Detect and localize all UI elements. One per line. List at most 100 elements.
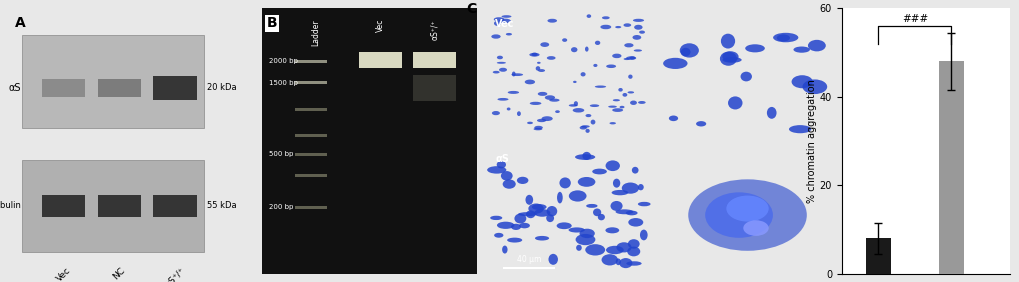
Ellipse shape <box>601 254 618 265</box>
Text: A: A <box>15 16 25 30</box>
Ellipse shape <box>743 220 768 236</box>
Ellipse shape <box>585 244 604 255</box>
Ellipse shape <box>546 206 556 216</box>
Ellipse shape <box>688 179 806 251</box>
Ellipse shape <box>618 88 623 92</box>
Text: 2000 bp: 2000 bp <box>269 58 298 65</box>
Ellipse shape <box>531 53 537 56</box>
Bar <box>359 54 401 67</box>
Ellipse shape <box>802 80 826 94</box>
Ellipse shape <box>614 209 633 214</box>
Ellipse shape <box>638 101 645 104</box>
Ellipse shape <box>529 102 541 105</box>
Ellipse shape <box>582 152 590 160</box>
Ellipse shape <box>594 85 605 88</box>
Ellipse shape <box>611 54 621 58</box>
Ellipse shape <box>623 23 631 27</box>
Ellipse shape <box>512 72 515 76</box>
Bar <box>294 174 326 177</box>
Ellipse shape <box>600 25 610 29</box>
Ellipse shape <box>528 204 543 214</box>
Text: αS⁺/⁺: αS⁺/⁺ <box>163 266 186 282</box>
Ellipse shape <box>517 111 521 116</box>
Ellipse shape <box>556 222 572 229</box>
Ellipse shape <box>547 19 556 23</box>
Bar <box>153 195 197 217</box>
Ellipse shape <box>633 49 641 52</box>
Bar <box>937 61 963 274</box>
Ellipse shape <box>726 196 768 222</box>
Ellipse shape <box>575 234 595 245</box>
Ellipse shape <box>631 167 638 174</box>
Text: ###: ### <box>901 14 927 24</box>
Bar <box>22 160 204 252</box>
Ellipse shape <box>627 246 640 256</box>
Bar <box>98 79 141 97</box>
Ellipse shape <box>501 246 507 254</box>
Ellipse shape <box>579 126 586 129</box>
Text: Ladder: Ladder <box>311 19 320 46</box>
Ellipse shape <box>605 65 615 68</box>
Ellipse shape <box>611 108 623 112</box>
Ellipse shape <box>536 119 545 122</box>
Ellipse shape <box>496 62 505 64</box>
Ellipse shape <box>586 204 597 208</box>
Ellipse shape <box>586 14 591 18</box>
Ellipse shape <box>704 192 772 238</box>
Ellipse shape <box>548 99 559 102</box>
Ellipse shape <box>492 71 499 74</box>
Text: 55 kDa: 55 kDa <box>207 201 236 210</box>
Text: 20 kDa: 20 kDa <box>207 83 236 92</box>
Ellipse shape <box>496 222 514 229</box>
Ellipse shape <box>721 51 738 62</box>
Ellipse shape <box>605 227 619 233</box>
Ellipse shape <box>719 52 736 66</box>
Ellipse shape <box>628 239 639 249</box>
Text: 40 μm: 40 μm <box>517 255 541 265</box>
Ellipse shape <box>501 15 511 18</box>
Text: β-tubulin: β-tubulin <box>0 201 21 210</box>
Ellipse shape <box>585 129 589 133</box>
Ellipse shape <box>721 57 741 63</box>
Ellipse shape <box>554 110 559 113</box>
Ellipse shape <box>506 107 511 111</box>
Ellipse shape <box>637 184 643 190</box>
Ellipse shape <box>517 177 528 184</box>
Ellipse shape <box>569 190 586 202</box>
Ellipse shape <box>611 190 628 195</box>
Ellipse shape <box>569 104 577 107</box>
Ellipse shape <box>776 34 789 41</box>
Ellipse shape <box>607 105 616 108</box>
Ellipse shape <box>628 74 632 79</box>
Ellipse shape <box>518 212 537 216</box>
Bar <box>294 206 326 209</box>
Ellipse shape <box>589 104 598 107</box>
Ellipse shape <box>496 56 502 59</box>
Bar <box>294 81 326 84</box>
Ellipse shape <box>793 47 809 53</box>
Ellipse shape <box>720 34 735 49</box>
Ellipse shape <box>625 211 637 215</box>
Ellipse shape <box>511 224 521 230</box>
Bar <box>413 52 455 68</box>
Ellipse shape <box>576 245 581 251</box>
Ellipse shape <box>605 160 620 171</box>
Bar <box>98 195 141 217</box>
Bar <box>294 153 326 156</box>
Ellipse shape <box>561 38 567 42</box>
Ellipse shape <box>626 56 636 60</box>
Ellipse shape <box>593 64 597 67</box>
Ellipse shape <box>496 161 505 168</box>
Text: αS: αS <box>494 154 508 164</box>
Ellipse shape <box>623 58 629 60</box>
Ellipse shape <box>506 238 522 243</box>
Ellipse shape <box>791 75 812 88</box>
Ellipse shape <box>571 47 577 52</box>
Ellipse shape <box>639 30 644 34</box>
Ellipse shape <box>574 101 578 106</box>
Text: 500 bp: 500 bp <box>269 151 292 157</box>
Ellipse shape <box>745 44 764 52</box>
Ellipse shape <box>597 214 604 220</box>
Bar <box>359 52 401 68</box>
Ellipse shape <box>577 177 595 187</box>
